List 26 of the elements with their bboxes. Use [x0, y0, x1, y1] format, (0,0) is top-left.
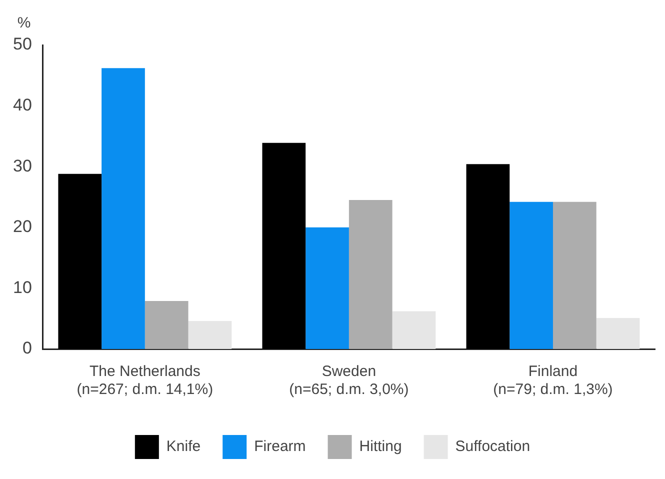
legend-label: Firearm [254, 438, 306, 456]
bar [102, 68, 145, 349]
bar [510, 202, 553, 349]
y-tick-label: 30 [12, 156, 32, 176]
bar [392, 311, 436, 349]
y-tick-label: 20 [12, 217, 32, 236]
legend-label: Hitting [359, 438, 402, 456]
bar [262, 142, 306, 349]
y-tick-label: 10 [12, 278, 32, 297]
legend-label: Knife [166, 438, 201, 456]
y-tick-label: 40 [12, 95, 32, 114]
x-tick-label: Finland (n=79; d.m. 1,3%) [493, 363, 613, 398]
bar [552, 202, 596, 349]
bar [306, 227, 349, 349]
y-axis-title: % [17, 14, 31, 32]
x-tick-label: Sweden (n=65; d.m. 3,0%) [289, 363, 409, 398]
bar [58, 174, 102, 349]
y-tick-label: 0 [22, 338, 32, 358]
bar [144, 300, 188, 349]
x-tick-label: The Netherlands (n=267; d.m. 14,1%) [76, 363, 214, 398]
y-tick-label: 50 [12, 34, 32, 54]
bar [188, 321, 232, 349]
bar [466, 164, 510, 349]
bar [596, 318, 640, 349]
legend-label: Suffocation [455, 438, 530, 456]
bar [348, 200, 392, 349]
